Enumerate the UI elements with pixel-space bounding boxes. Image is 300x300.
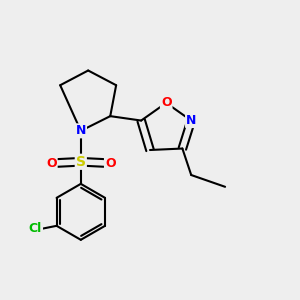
Text: S: S xyxy=(76,155,86,169)
Text: N: N xyxy=(186,114,196,127)
Text: O: O xyxy=(161,96,172,110)
Text: O: O xyxy=(105,157,116,170)
Text: Cl: Cl xyxy=(29,222,42,235)
Text: N: N xyxy=(76,124,86,137)
Text: O: O xyxy=(46,157,57,170)
